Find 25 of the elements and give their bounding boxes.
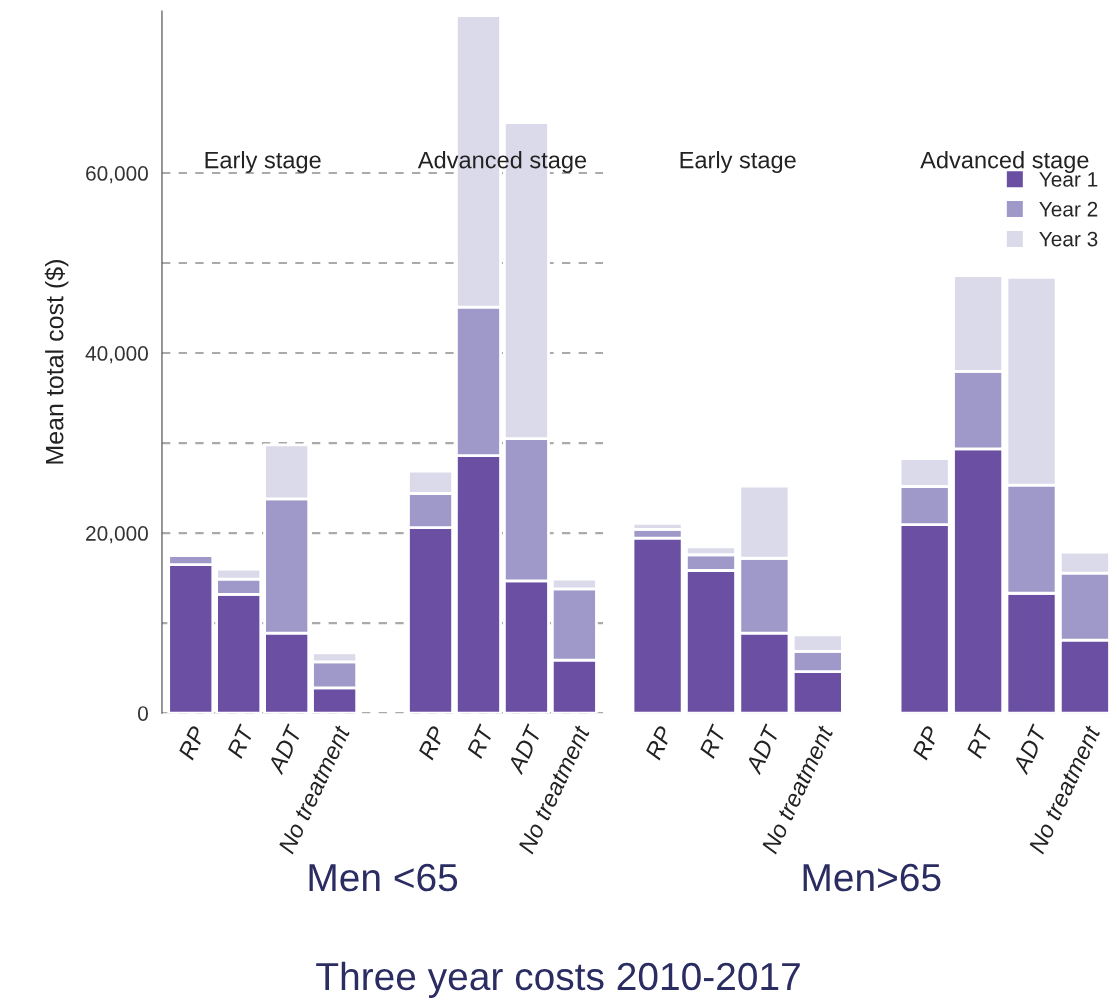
text: Advanced stage (920, 151, 1089, 174)
x-tick-label: RP (417, 724, 446, 761)
legend-label: Year 1 (1039, 172, 1098, 187)
x-tick-label: RT (466, 723, 495, 759)
x-tick-label: RP (644, 724, 674, 761)
text: Early stage (680, 151, 796, 174)
x-tick-label: ADT (1011, 723, 1048, 776)
text: Three year costs 2010-2017 (316, 961, 800, 998)
x-tick-label: RT (698, 723, 728, 759)
x-axis-title: Men>65 (803, 863, 941, 892)
y-tick-label: 40,000 (85, 346, 148, 364)
x-axis-title: Men <65 (309, 863, 458, 892)
annotation: Early stage (205, 151, 321, 174)
x-tick-label: RT (966, 723, 995, 759)
y-axis-title: Mean total cost ($) (44, 260, 69, 464)
x-tick-label: ADT (744, 723, 781, 776)
x-tick-label: RT (226, 723, 255, 759)
y-tick-label: 20,000 (86, 526, 148, 544)
x-tick-label: RP (911, 724, 941, 761)
legend-label: Year 2 (1039, 201, 1098, 217)
x-tick-label: RP (177, 724, 207, 761)
y-tick-label: 0 (138, 706, 148, 721)
legend-label: Year 3 (1039, 231, 1098, 247)
y-tick-label: 60,000 (86, 166, 148, 184)
annotation: Advanced stage (417, 151, 587, 174)
